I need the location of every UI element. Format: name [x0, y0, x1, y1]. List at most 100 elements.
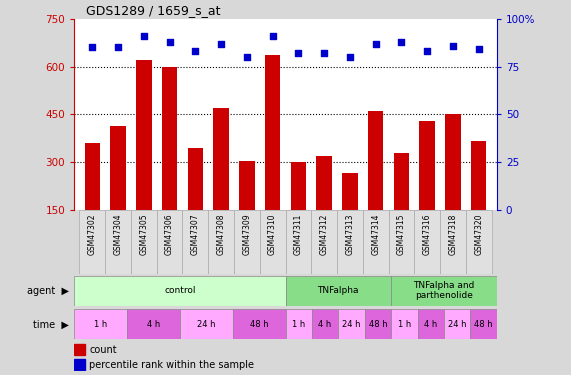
Bar [208, 210, 234, 274]
Text: GSM47312: GSM47312 [320, 213, 329, 255]
Bar [388, 210, 415, 274]
Bar [417, 309, 444, 339]
Bar [471, 309, 497, 339]
Text: TNFalpha and
parthenolide: TNFalpha and parthenolide [413, 281, 475, 300]
Bar [338, 309, 365, 339]
Bar [312, 309, 338, 339]
Text: GSM47304: GSM47304 [114, 213, 123, 255]
Bar [391, 309, 417, 339]
Bar [415, 210, 440, 274]
Bar [74, 276, 286, 306]
Bar [162, 67, 177, 258]
Text: GSM47316: GSM47316 [423, 213, 432, 255]
Point [397, 39, 406, 45]
Bar [136, 60, 151, 258]
Text: 24 h: 24 h [197, 320, 215, 329]
Text: GSM47302: GSM47302 [88, 213, 96, 255]
Bar [394, 153, 409, 258]
Text: GSM47311: GSM47311 [294, 213, 303, 255]
Text: 24 h: 24 h [448, 320, 467, 329]
Bar [286, 276, 391, 306]
Point [474, 46, 483, 53]
Bar [286, 309, 312, 339]
Bar [74, 309, 127, 339]
Text: GDS1289 / 1659_s_at: GDS1289 / 1659_s_at [86, 4, 220, 17]
Bar [260, 210, 286, 274]
Bar [180, 309, 233, 339]
Bar [363, 210, 388, 274]
Text: 48 h: 48 h [369, 320, 387, 329]
Point [139, 33, 148, 39]
Bar [368, 111, 383, 258]
Point [320, 50, 329, 56]
Bar [239, 160, 255, 258]
Bar [286, 210, 311, 274]
Bar [110, 126, 126, 258]
Text: percentile rank within the sample: percentile rank within the sample [89, 360, 254, 370]
Bar [188, 148, 203, 258]
Text: GSM47310: GSM47310 [268, 213, 277, 255]
Text: GSM47314: GSM47314 [371, 213, 380, 255]
Bar [214, 108, 229, 258]
Bar [365, 309, 391, 339]
Point [423, 48, 432, 54]
Point [268, 33, 277, 39]
Text: GSM47315: GSM47315 [397, 213, 406, 255]
Point [114, 45, 123, 51]
Text: 4 h: 4 h [319, 320, 332, 329]
Point [448, 42, 457, 48]
Bar [131, 210, 156, 274]
Bar [444, 309, 471, 339]
Bar [156, 210, 183, 274]
Text: 4 h: 4 h [147, 320, 160, 329]
Text: 48 h: 48 h [475, 320, 493, 329]
Text: control: control [164, 286, 196, 295]
Bar [337, 210, 363, 274]
Text: 4 h: 4 h [424, 320, 437, 329]
Bar [79, 210, 105, 274]
Text: 24 h: 24 h [342, 320, 361, 329]
Bar [440, 210, 466, 274]
Bar [85, 143, 100, 258]
Bar [127, 309, 180, 339]
Bar [445, 114, 461, 258]
Bar [342, 173, 357, 258]
Bar [471, 141, 486, 258]
Bar [234, 210, 260, 274]
Bar [420, 121, 435, 258]
Point [371, 40, 380, 46]
Text: agent  ▶: agent ▶ [26, 286, 69, 296]
Text: time  ▶: time ▶ [33, 320, 69, 329]
Text: GSM47306: GSM47306 [165, 213, 174, 255]
Text: GSM47308: GSM47308 [216, 213, 226, 255]
Point [88, 45, 97, 51]
Point [345, 54, 355, 60]
Text: GSM47320: GSM47320 [475, 213, 483, 255]
Text: GSM47313: GSM47313 [345, 213, 355, 255]
Bar [265, 56, 280, 258]
Text: 48 h: 48 h [250, 320, 268, 329]
Bar [233, 309, 286, 339]
Text: TNFalpha: TNFalpha [317, 286, 359, 295]
Point [216, 40, 226, 46]
Text: 1 h: 1 h [94, 320, 107, 329]
Point [191, 48, 200, 54]
Text: count: count [89, 345, 116, 355]
Bar [74, 344, 85, 355]
Bar [466, 210, 492, 274]
Bar [74, 359, 85, 370]
Bar [105, 210, 131, 274]
Text: GSM47305: GSM47305 [139, 213, 148, 255]
Point [165, 39, 174, 45]
Text: 1 h: 1 h [292, 320, 305, 329]
Text: GSM47318: GSM47318 [448, 213, 457, 255]
Bar [316, 156, 332, 258]
Point [242, 54, 251, 60]
Bar [291, 162, 306, 258]
Text: GSM47307: GSM47307 [191, 213, 200, 255]
Text: 1 h: 1 h [398, 320, 411, 329]
Text: GSM47309: GSM47309 [242, 213, 251, 255]
Point [294, 50, 303, 56]
Bar [311, 210, 337, 274]
Bar [391, 276, 497, 306]
